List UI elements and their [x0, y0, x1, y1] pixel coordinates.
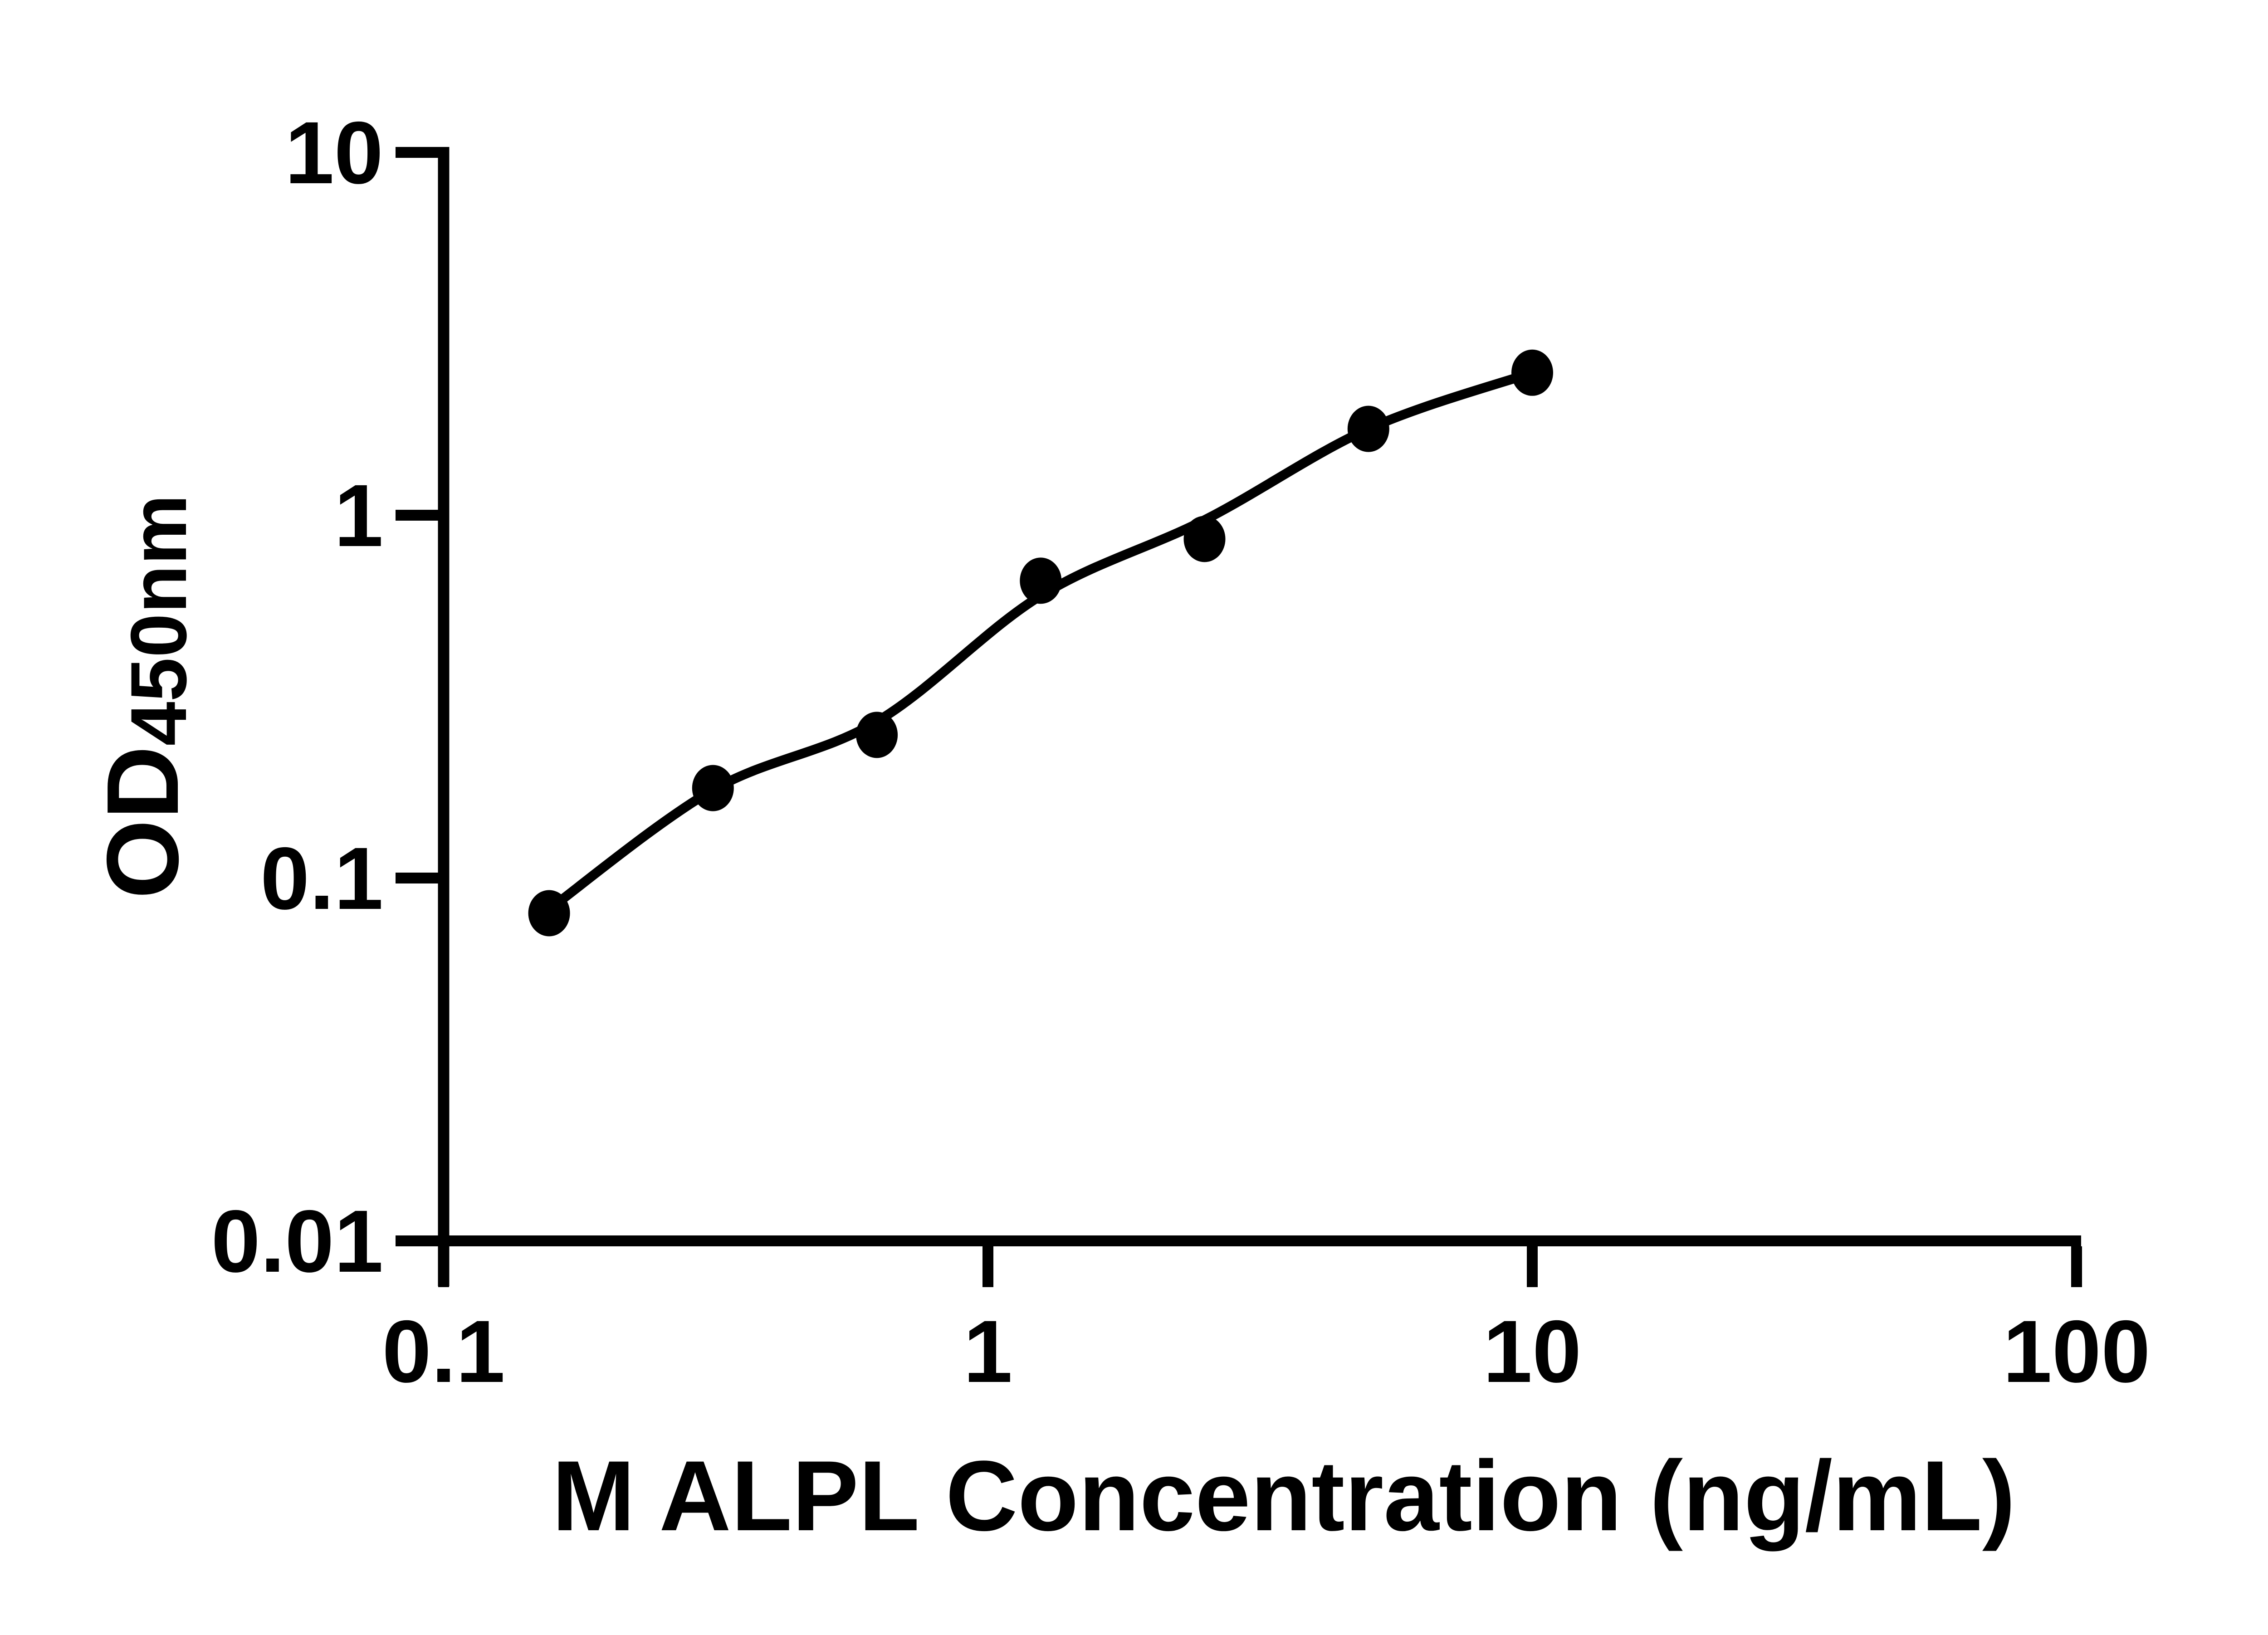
- y-tick-label: 1: [334, 466, 383, 565]
- x-axis-tick-labels: 0.1 1 10 100: [382, 1302, 2150, 1401]
- x-tick-label: 10: [1483, 1302, 1582, 1401]
- data-point: [1511, 349, 1553, 396]
- y-axis-title-main: OD: [85, 746, 200, 899]
- data-point: [1183, 516, 1226, 562]
- x-tick-label: 0.1: [382, 1302, 505, 1401]
- data-point: [528, 890, 570, 937]
- y-tick-label: 0.01: [211, 1192, 383, 1291]
- data-point: [1020, 557, 1062, 604]
- data-point: [692, 765, 734, 811]
- x-tick-label: 100: [2003, 1302, 2150, 1401]
- data-point-layer: [528, 349, 1553, 937]
- y-tick-label: 0.1: [260, 829, 383, 928]
- y-axis-title-subscript: 450nm: [115, 494, 203, 746]
- fit-curve: [544, 368, 1537, 914]
- y-axis-title: OD450nm: [85, 494, 203, 899]
- y-axis-ticks: [396, 147, 438, 1246]
- x-axis-ticks: [438, 1246, 2082, 1287]
- data-point: [1347, 405, 1389, 452]
- y-axis-tick-labels: 10 1 0.1 0.01: [211, 103, 383, 1291]
- data-point: [856, 712, 898, 758]
- fit-curve-layer: [544, 368, 1537, 914]
- x-axis-title: M ALPL Concentration (ng/mL): [552, 1440, 2015, 1552]
- x-tick-label: 1: [963, 1302, 1012, 1401]
- y-tick-label: 10: [285, 103, 383, 202]
